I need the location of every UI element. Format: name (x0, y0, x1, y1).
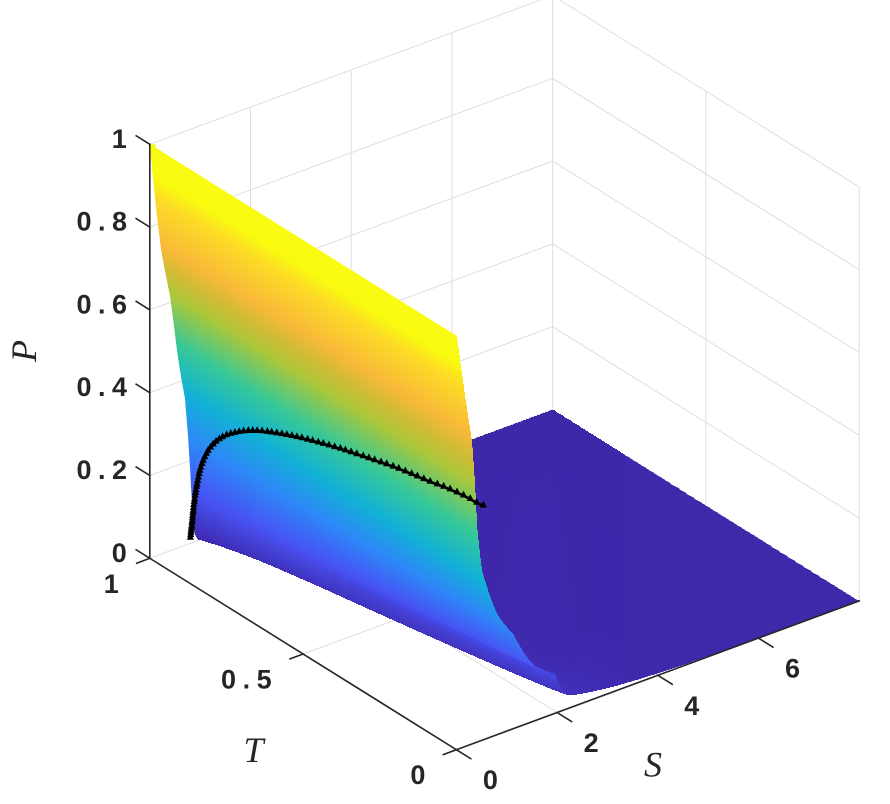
svg-text:1: 1 (104, 569, 119, 599)
svg-text:T: T (243, 730, 266, 770)
svg-text:0: 0 (410, 760, 425, 790)
svg-text:S: S (644, 745, 662, 785)
svg-text:6: 6 (785, 654, 800, 684)
svg-text:0: 0 (112, 538, 127, 568)
svg-text:1: 1 (112, 124, 127, 154)
svg-text:2: 2 (584, 728, 599, 758)
svg-text:0.5: 0.5 (221, 665, 278, 695)
svg-text:0.2: 0.2 (76, 455, 133, 485)
svg-text:P: P (4, 340, 44, 363)
svg-text:0.8: 0.8 (76, 207, 133, 237)
svg-text:0: 0 (483, 765, 498, 795)
svg-text:4: 4 (684, 691, 699, 721)
svg-text:0.6: 0.6 (76, 289, 133, 319)
svg-text:0.4: 0.4 (76, 372, 133, 402)
